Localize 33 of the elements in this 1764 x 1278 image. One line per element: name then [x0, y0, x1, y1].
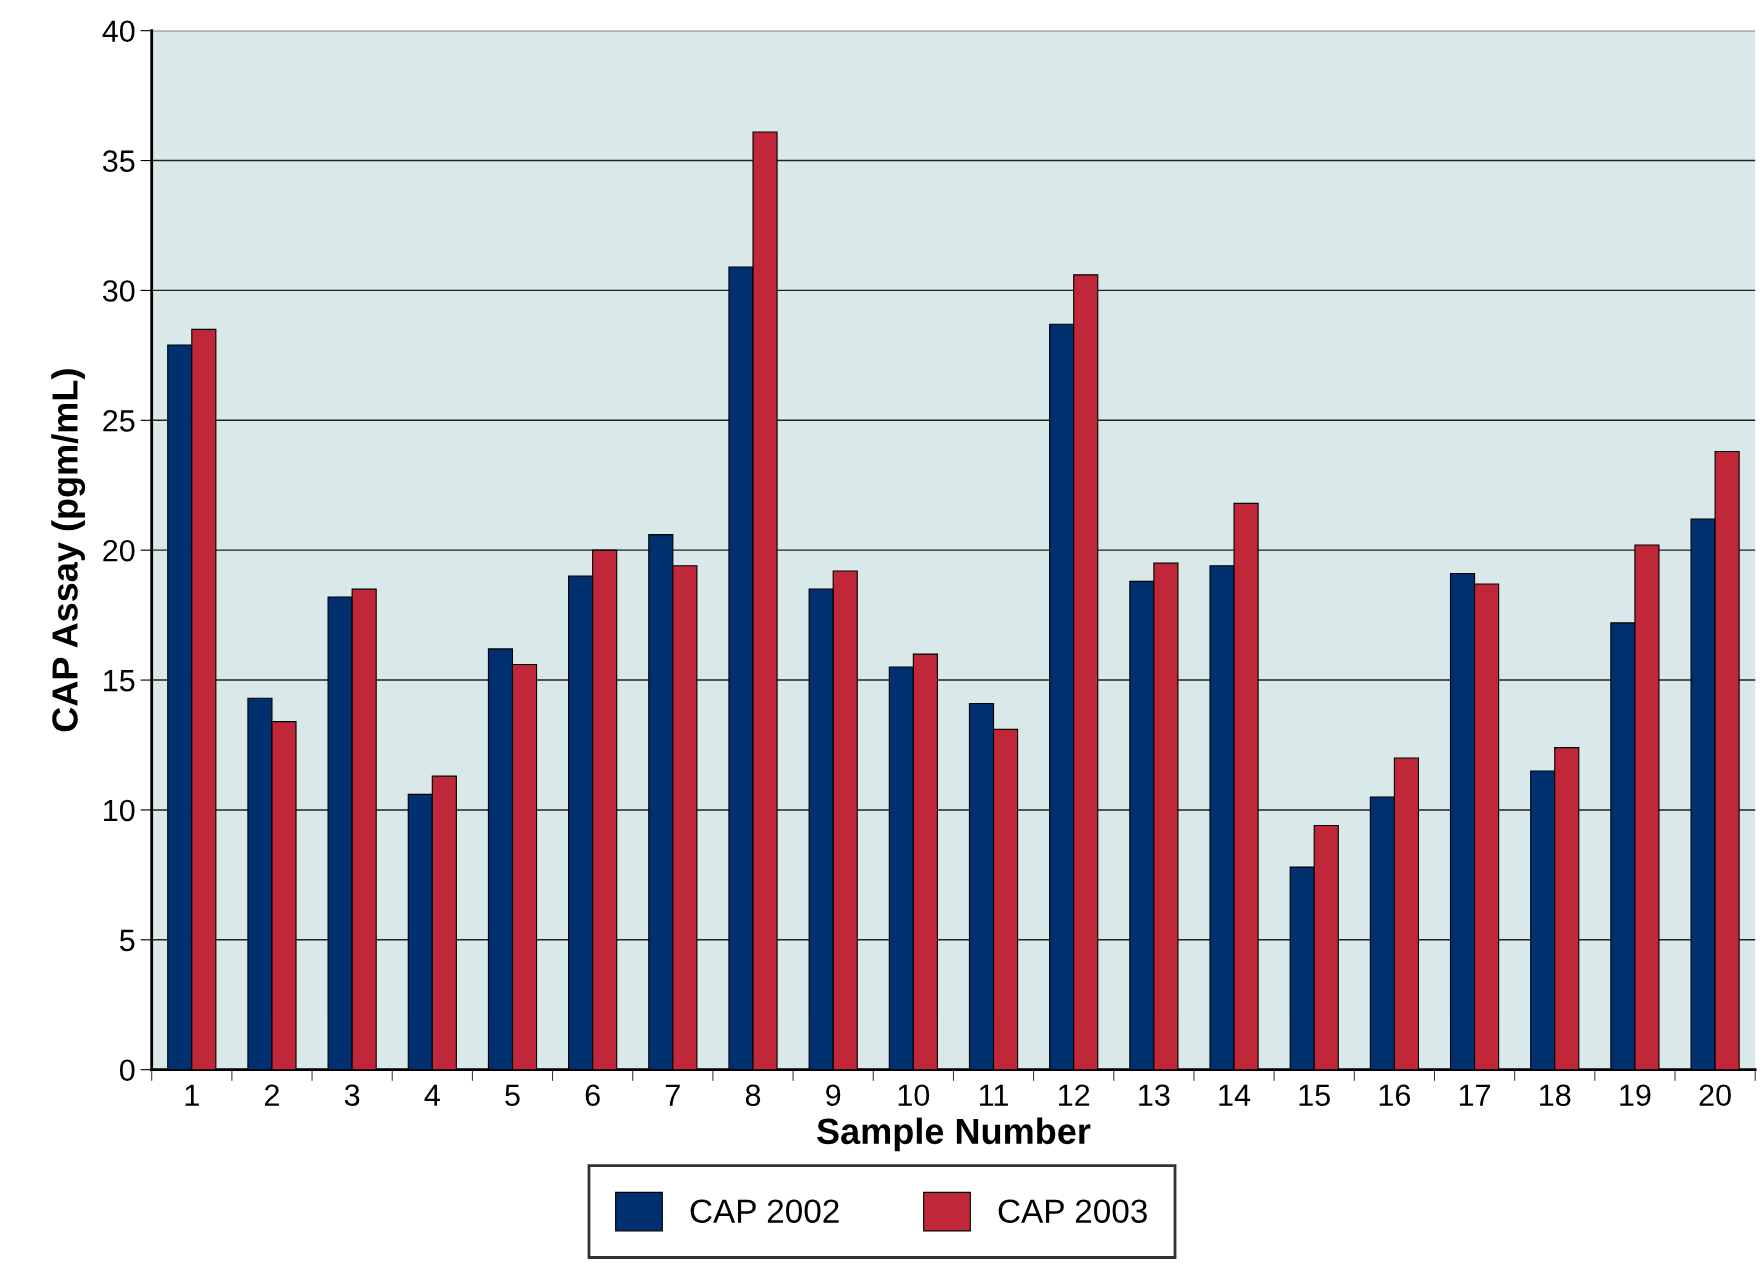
y-axis-title: CAP Assay (pgm/mL) — [51, 369, 86, 732]
legend-label: CAP 2002 — [690, 1199, 839, 1223]
y-tick-label: 0 — [119, 1059, 135, 1082]
x-tick-label: 9 — [826, 1084, 841, 1107]
y-tick-label: 30 — [102, 280, 135, 302]
x-tick-label: 3 — [344, 1084, 360, 1107]
legend-label: CAP 2003 — [998, 1199, 1147, 1223]
x-tick-label: 17 — [1459, 1084, 1491, 1106]
x-tick-label: 6 — [585, 1084, 600, 1107]
x-tick-label: 12 — [1059, 1084, 1090, 1106]
x-tick-label: 20 — [1699, 1084, 1731, 1107]
y-tick-label: 40 — [102, 20, 135, 43]
x-tick-label: 4 — [424, 1084, 440, 1106]
y-tick-label: 35 — [102, 150, 135, 172]
y-tick-label: 10 — [104, 799, 135, 822]
y-tick-label: 5 — [119, 929, 135, 952]
x-tick-label: 13 — [1139, 1084, 1170, 1107]
x-tick-label: 7 — [665, 1084, 680, 1106]
y-tick-label: 20 — [103, 539, 135, 562]
x-tick-label: 19 — [1620, 1084, 1651, 1107]
x-tick-label: 1 — [185, 1084, 199, 1106]
x-axis-title: Sample Number — [817, 1117, 1091, 1152]
y-tick-label: 25 — [103, 410, 135, 432]
y-tick-label: 15 — [104, 670, 135, 692]
x-tick-label: 5 — [505, 1084, 520, 1107]
x-tick-label: 2 — [265, 1084, 279, 1106]
x-tick-label: 16 — [1379, 1084, 1411, 1107]
x-tick-label: 10 — [898, 1084, 930, 1107]
x-tick-label: 14 — [1219, 1084, 1251, 1106]
x-tick-label: 8 — [745, 1084, 761, 1107]
x-tick-label: 11 — [979, 1084, 1008, 1106]
x-tick-label: 18 — [1540, 1084, 1571, 1107]
x-tick-label: 15 — [1299, 1084, 1330, 1107]
